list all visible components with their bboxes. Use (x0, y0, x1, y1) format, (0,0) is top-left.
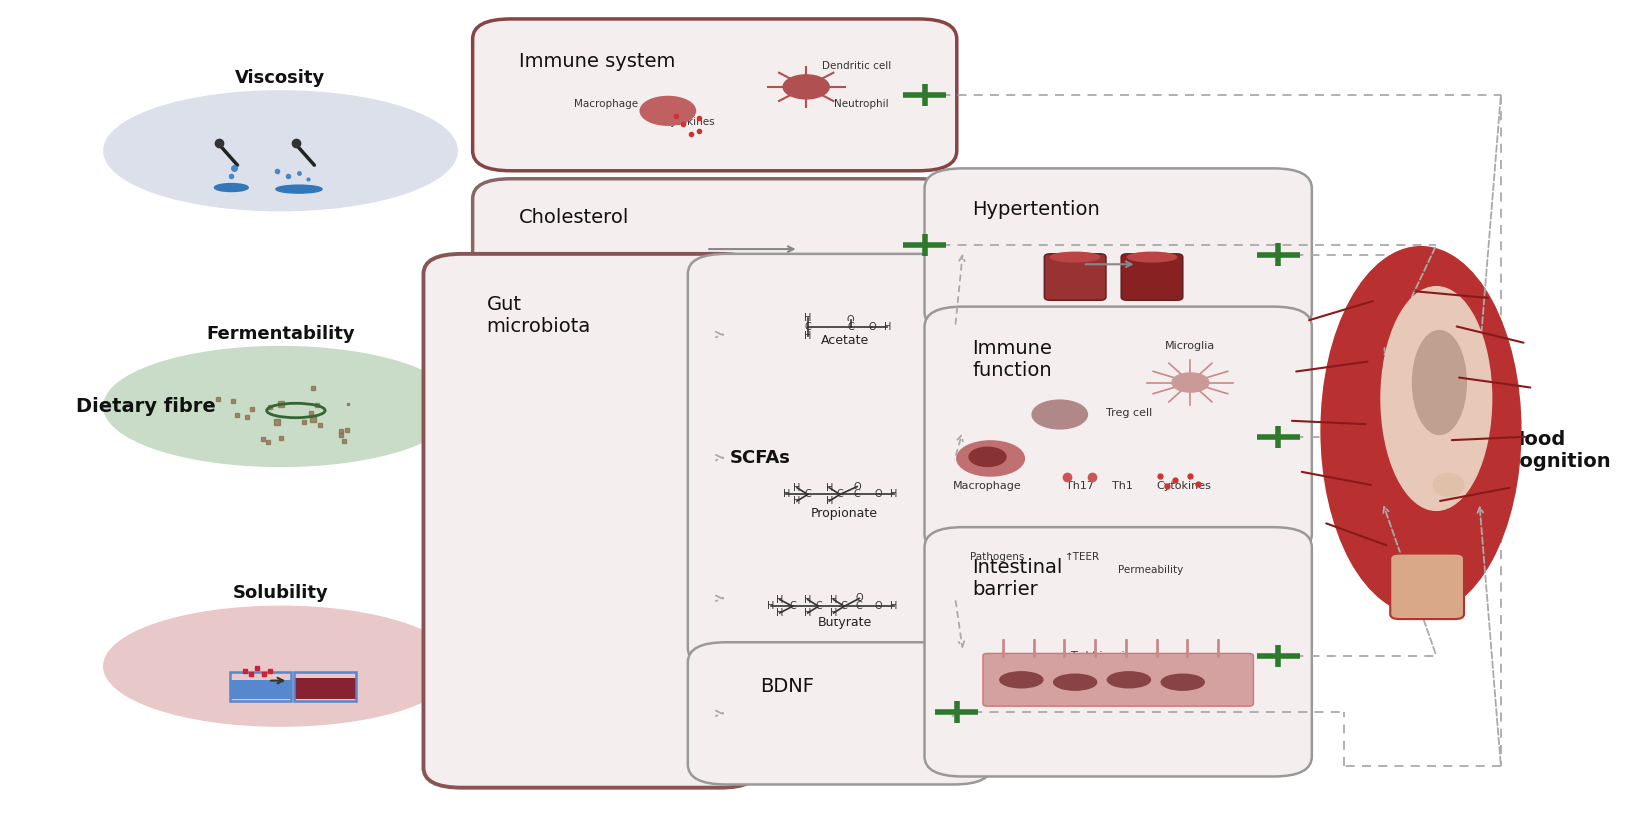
Ellipse shape (214, 184, 249, 192)
Text: Treg cell: Treg cell (1105, 408, 1152, 418)
Text: Th17: Th17 (1066, 481, 1094, 491)
Ellipse shape (276, 185, 322, 193)
FancyBboxPatch shape (294, 678, 356, 699)
Text: Macrophage: Macrophage (954, 481, 1022, 491)
Ellipse shape (1381, 287, 1492, 511)
Ellipse shape (104, 606, 457, 726)
Text: H: H (884, 322, 891, 332)
Ellipse shape (1162, 674, 1204, 690)
Text: Acetate: Acetate (821, 334, 869, 347)
Text: Mood
Cognition: Mood Cognition (1505, 430, 1610, 471)
Text: H: H (830, 594, 837, 605)
Text: H: H (804, 331, 811, 341)
Text: O: O (868, 322, 876, 332)
Text: H: H (891, 602, 897, 611)
Text: O: O (874, 489, 882, 499)
Text: H: H (826, 483, 834, 493)
Text: C: C (837, 489, 843, 499)
Ellipse shape (999, 672, 1043, 688)
FancyBboxPatch shape (687, 642, 993, 785)
Text: H: H (793, 483, 801, 493)
Text: H: H (826, 496, 834, 506)
FancyBboxPatch shape (1121, 254, 1183, 300)
Text: Solubility: Solubility (232, 585, 328, 602)
Text: Tight junciton: Tight junciton (1071, 651, 1142, 661)
FancyBboxPatch shape (1045, 254, 1107, 300)
Text: Th1: Th1 (1113, 481, 1133, 491)
Text: BDNF: BDNF (760, 676, 814, 696)
Text: H: H (804, 608, 811, 618)
Text: Immune
function: Immune function (972, 338, 1051, 380)
Ellipse shape (1053, 674, 1097, 690)
Circle shape (1032, 400, 1087, 429)
Text: H: H (793, 496, 801, 506)
FancyBboxPatch shape (1391, 554, 1464, 619)
Circle shape (957, 441, 1024, 476)
Text: Dietary fibre: Dietary fibre (76, 397, 216, 416)
Ellipse shape (1050, 252, 1100, 262)
Text: O: O (853, 481, 861, 492)
Text: Hypertention: Hypertention (972, 200, 1100, 220)
FancyBboxPatch shape (229, 680, 291, 699)
Text: O: O (855, 593, 863, 603)
Text: H: H (767, 602, 775, 611)
Ellipse shape (1107, 672, 1150, 688)
Circle shape (1172, 373, 1209, 392)
Circle shape (640, 97, 696, 125)
Text: C: C (853, 489, 861, 499)
FancyBboxPatch shape (925, 527, 1311, 776)
Circle shape (783, 75, 829, 99)
Text: H: H (891, 489, 897, 499)
Text: H: H (830, 608, 837, 618)
Text: Butyrate: Butyrate (817, 615, 871, 628)
Text: Macrophage: Macrophage (574, 99, 639, 110)
Text: Intestinal
barrier: Intestinal barrier (972, 559, 1063, 599)
Text: Dendritic cell: Dendritic cell (822, 61, 892, 71)
Text: Permeability: Permeability (1118, 564, 1183, 575)
Text: C: C (790, 602, 796, 611)
FancyBboxPatch shape (925, 168, 1311, 333)
Text: Immune system: Immune system (518, 52, 674, 71)
Text: C: C (804, 322, 811, 332)
FancyBboxPatch shape (925, 307, 1311, 554)
Text: C: C (804, 489, 811, 499)
Text: C: C (816, 602, 822, 611)
Text: C: C (840, 602, 848, 611)
Text: H: H (783, 489, 790, 499)
Text: O: O (874, 602, 882, 611)
FancyBboxPatch shape (473, 19, 957, 171)
Text: Cholesterol: Cholesterol (518, 208, 629, 228)
Text: SCFAs: SCFAs (730, 449, 790, 467)
FancyBboxPatch shape (473, 179, 957, 311)
Text: Cytokines: Cytokines (663, 117, 715, 127)
Ellipse shape (104, 91, 457, 211)
Ellipse shape (1433, 474, 1464, 496)
Text: O: O (847, 315, 855, 325)
Text: Gut
microbiota: Gut microbiota (486, 294, 592, 336)
FancyBboxPatch shape (687, 254, 993, 667)
Text: Leaky gut: Leaky gut (1071, 676, 1141, 689)
Text: Propionate: Propionate (811, 507, 878, 520)
Text: Viscosity: Viscosity (236, 69, 325, 87)
FancyBboxPatch shape (983, 654, 1253, 706)
Text: Neutrophil: Neutrophil (834, 99, 889, 110)
Circle shape (968, 447, 1006, 467)
Text: C: C (856, 602, 863, 611)
Text: Microglia: Microglia (1165, 341, 1216, 350)
Text: H: H (777, 594, 783, 605)
Text: Fermentability: Fermentability (206, 324, 354, 342)
Ellipse shape (1321, 246, 1521, 615)
Text: Cytokines: Cytokines (1157, 481, 1212, 491)
FancyBboxPatch shape (424, 254, 759, 788)
Text: H: H (804, 594, 811, 605)
Ellipse shape (1128, 252, 1176, 262)
Text: H: H (804, 313, 811, 323)
Ellipse shape (104, 346, 457, 467)
Text: H: H (777, 608, 783, 618)
Text: C: C (847, 322, 855, 332)
Text: Pathogens: Pathogens (970, 552, 1024, 562)
Text: ↑TEER: ↑TEER (1066, 552, 1100, 562)
Ellipse shape (1412, 331, 1466, 434)
